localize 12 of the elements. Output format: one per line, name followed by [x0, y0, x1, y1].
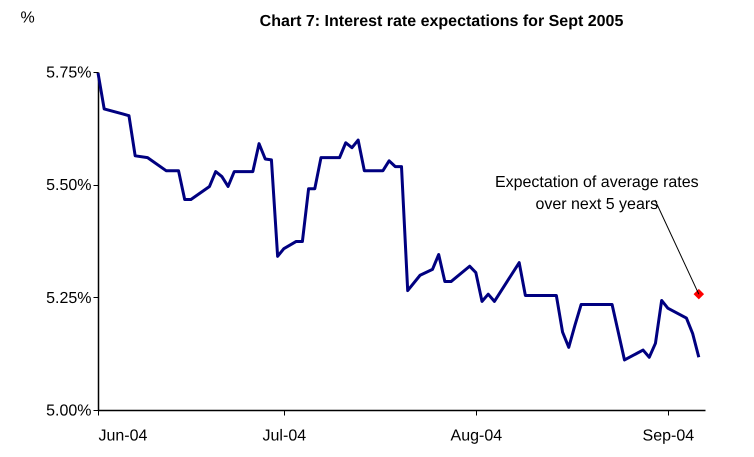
x-tick-label: Jul-04 [262, 428, 306, 444]
y-tick-label: 5.25% [46, 290, 92, 307]
y-tick-label: 5.50% [46, 177, 92, 194]
y-axis-title: % [20, 10, 35, 26]
y-tick-label: 5.00% [46, 402, 92, 420]
y-tick-label: 5.75% [46, 64, 92, 82]
x-tick-label: Aug-04 [450, 428, 502, 444]
line-series [96, 71, 700, 362]
annotation: Expectation of average rates over next 5 years [494, 174, 699, 214]
chart-title: Chart 7: Interest rate expectations for Sept 2005 [260, 13, 624, 30]
x-tick-label: Sep-04 [642, 428, 694, 444]
x-tick-label: Jun-04 [98, 428, 148, 444]
